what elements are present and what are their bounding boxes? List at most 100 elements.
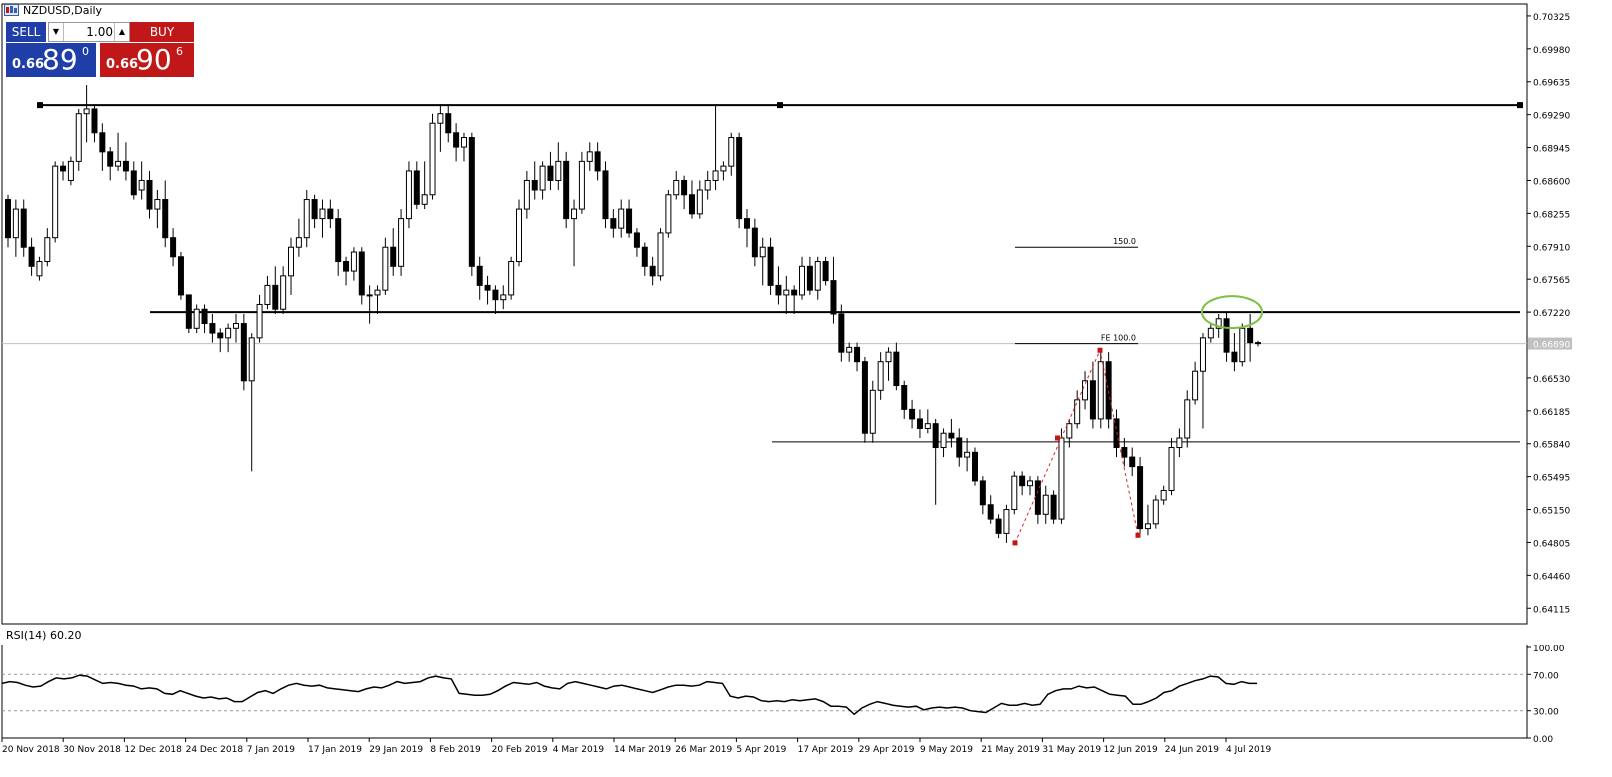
candle-bull <box>759 246 766 258</box>
time-axis-tick-label: 26 Mar 2019 <box>675 745 732 755</box>
candle-bull <box>398 218 405 267</box>
lot-size-value[interactable]: 1.00 <box>86 25 113 39</box>
candle-bear <box>956 437 963 458</box>
candle-bull <box>1097 361 1104 420</box>
price-axis-tick-label: 0.69290 <box>1533 112 1570 122</box>
price-chart[interactable]: 0.70325 0.69980 0.69635 0.69290 0.68945 0.686… <box>0 0 1612 645</box>
candle-bull <box>460 137 467 148</box>
candle-bull <box>382 246 389 291</box>
price-axis-tick-label: 0.67910 <box>1533 243 1570 253</box>
sell-button[interactable]: SELL <box>6 22 46 42</box>
candle-bear <box>995 518 1002 534</box>
candle-bull <box>44 237 51 263</box>
fibo-anchor-point <box>1012 540 1018 546</box>
lot-decrease-icon[interactable]: ▼ <box>49 23 64 41</box>
candle-bull <box>1066 423 1073 439</box>
price-axis-tick-label: 0.67220 <box>1533 309 1570 319</box>
time-axis-tick-label: 4 Jul 2019 <box>1226 745 1271 755</box>
candle-bear <box>838 313 845 353</box>
time-axis-tick-label: 20 Feb 2019 <box>492 745 548 755</box>
candle-bear <box>484 284 491 291</box>
lot-size-input[interactable]: ▼ 1.00 ▲ <box>48 22 130 42</box>
candle-bull <box>665 194 672 234</box>
candle-bull <box>421 194 428 205</box>
candle-bear <box>610 218 617 229</box>
candle-bull <box>539 165 546 191</box>
candle-bull <box>1207 327 1214 339</box>
candle-bear <box>681 179 688 196</box>
candle-bull <box>256 303 263 339</box>
candle-bull <box>1168 447 1175 491</box>
lot-increase-icon[interactable]: ▲ <box>114 23 129 41</box>
time-axis-tick-label: 8 Feb 2019 <box>430 745 481 755</box>
double-top-highlight <box>1201 295 1263 330</box>
candle-bull <box>366 294 373 297</box>
candle-bear <box>217 332 224 339</box>
candle-bear <box>1137 466 1144 530</box>
candle-bear <box>1105 361 1112 420</box>
candle-bear <box>453 132 460 148</box>
candle-bear <box>335 218 342 263</box>
candle-bear <box>806 265 813 291</box>
fibo-level-label: FE 100.0 <box>1101 334 1136 343</box>
current-price-label: 0.66890 <box>1533 341 1570 351</box>
fibo-anchor-point <box>1055 435 1060 441</box>
candle-bear <box>1113 418 1120 449</box>
candle-bull <box>1184 399 1191 439</box>
price-axis-tick-label: 0.65840 <box>1533 441 1570 451</box>
candle-bull <box>429 122 436 196</box>
candle-bull <box>500 294 507 301</box>
candle-bull <box>374 289 381 296</box>
candle-bull <box>508 261 515 296</box>
sell-price-quote[interactable]: 0.66 89 0 <box>6 43 96 77</box>
candle-bull <box>36 261 43 277</box>
fibo-anchor-point <box>1097 347 1103 353</box>
time-axis-tick-label: 29 Jan 2019 <box>369 745 423 755</box>
price-axis-tick-label: 0.68600 <box>1533 177 1570 187</box>
time-axis-tick-label: 30 Nov 2018 <box>63 745 121 755</box>
candle-bull <box>232 323 239 329</box>
candle-bear <box>775 284 782 296</box>
candle-bear <box>311 199 318 220</box>
rsi-line <box>1 674 1257 716</box>
candle-bull <box>280 275 287 310</box>
candle-bear <box>1129 456 1136 468</box>
candle-bear <box>626 208 633 234</box>
candle-bear <box>413 170 420 205</box>
price-axis-tick-label: 0.64115 <box>1533 605 1570 615</box>
candle-bull <box>1152 499 1159 525</box>
candle-bull <box>12 208 19 239</box>
buy-button[interactable]: BUY <box>130 22 194 42</box>
candle-bear <box>91 108 98 134</box>
candle-bull <box>657 232 664 277</box>
candle-bull <box>1160 489 1167 501</box>
rsi-axis-tick-label: 70.00 <box>1533 671 1559 681</box>
candle-bull <box>1074 399 1081 425</box>
candle-bear <box>641 246 648 267</box>
candle-bull <box>52 165 59 239</box>
line-anchor-point <box>777 102 783 109</box>
sell-price-prefix: 0.66 <box>12 57 45 72</box>
candle-bear <box>327 208 334 220</box>
candle-bull <box>1042 494 1049 515</box>
current-price-marker <box>1528 337 1572 350</box>
time-axis-tick-label: 12 Dec 2018 <box>124 745 182 755</box>
candle-bull <box>940 432 947 449</box>
rsi-chart[interactable]: 100.00 70.00 30.00 0.00 20 Nov 2018 30 Nov 20… <box>0 645 1612 777</box>
candle-bear <box>476 265 483 286</box>
price-axis-tick-label: 0.69980 <box>1533 46 1570 56</box>
candle-bear <box>28 246 35 267</box>
sell-price-fraction: 0 <box>82 45 89 58</box>
candle-bull <box>1011 475 1018 511</box>
candle-bear <box>971 451 978 482</box>
time-axis-tick-label: 21 May 2019 <box>981 745 1040 755</box>
candle-bear <box>633 232 640 248</box>
candle-bull <box>578 160 585 210</box>
candle-bull <box>673 179 680 196</box>
time-axis-tick-label: 24 Dec 2018 <box>186 745 244 755</box>
candle-bull <box>67 160 74 181</box>
time-axis-tick-label: 17 Jan 2019 <box>308 745 362 755</box>
buy-price-quote[interactable]: 0.66 90 6 <box>100 43 194 77</box>
candle-bull <box>138 179 145 191</box>
candle-bear <box>688 194 695 215</box>
